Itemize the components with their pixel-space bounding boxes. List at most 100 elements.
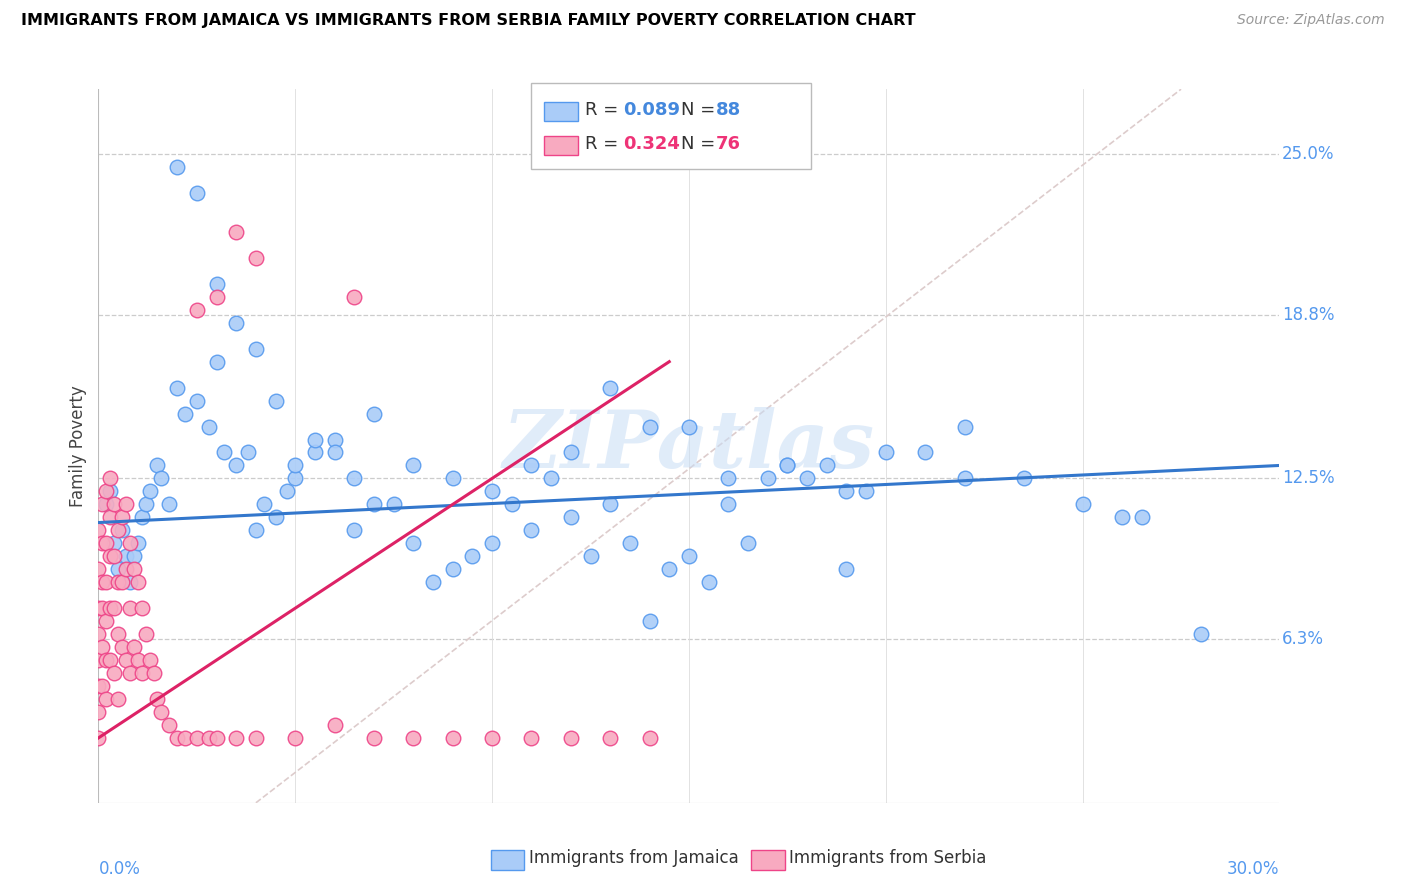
Point [118,536,141,550]
Point [96,692,118,706]
Point [103,497,125,511]
Point [245,524,267,538]
Point [253,497,276,511]
Point [1111,510,1133,524]
Point [96,497,118,511]
Text: Source: ZipAtlas.com: Source: ZipAtlas.com [1237,13,1385,28]
Point [166,160,188,174]
Point [115,549,138,564]
Point [157,497,180,511]
Point [560,445,582,459]
Point [186,186,208,200]
Text: 30.0%: 30.0% [1227,860,1279,878]
Point [118,575,141,590]
Point [111,575,134,590]
Point [520,524,543,538]
Point [245,342,267,356]
Point [599,497,621,511]
Point [98,601,121,615]
Point [835,562,858,576]
Point [103,666,125,681]
Point [166,731,188,745]
Point [284,731,307,745]
Point [540,471,562,485]
Point [756,471,779,485]
Point [520,731,543,745]
Point [135,497,157,511]
Point [91,497,114,511]
Text: N =: N = [681,135,720,153]
Point [638,614,661,628]
Text: IMMIGRANTS FROM JAMAICA VS IMMIGRANTS FROM SERBIA FAMILY POVERTY CORRELATION CHA: IMMIGRANTS FROM JAMAICA VS IMMIGRANTS FR… [21,13,915,29]
Point [461,549,484,564]
Point [197,731,219,745]
Text: Immigrants from Serbia: Immigrants from Serbia [789,849,986,867]
Point [481,731,503,745]
Point [186,731,208,745]
Text: 76: 76 [716,135,741,153]
Point [323,445,346,459]
Point [115,562,138,576]
Point [127,653,149,667]
Point [107,562,129,576]
Point [166,381,188,395]
Point [142,666,165,681]
Point [776,458,799,473]
Point [98,653,121,667]
Point [115,653,138,667]
Text: Immigrants from Jamaica: Immigrants from Jamaica [529,849,738,867]
Text: 12.5%: 12.5% [1282,469,1334,487]
Point [382,497,405,511]
Point [441,471,464,485]
Point [174,407,197,421]
Point [1012,471,1035,485]
Point [815,458,838,473]
Point [363,731,385,745]
Point [402,458,425,473]
Point [343,290,366,304]
Point [835,484,858,499]
Point [96,484,118,499]
Point [87,524,110,538]
Point [225,731,247,745]
Point [107,524,129,538]
Point [107,627,129,641]
Point [402,731,425,745]
Point [343,524,366,538]
Point [323,718,346,732]
Point [98,484,121,499]
Point [186,302,208,317]
Point [197,419,219,434]
Point [441,731,464,745]
Point [304,445,326,459]
Point [599,381,621,395]
Point [150,471,173,485]
Point [131,601,153,615]
Point [579,549,602,564]
Text: R =: R = [585,101,624,119]
Point [264,510,287,524]
Point [98,471,121,485]
Point [284,458,307,473]
Point [205,277,228,291]
Point [96,536,118,550]
Point [638,731,661,745]
Text: 0.0%: 0.0% [98,860,141,878]
Text: 88: 88 [716,101,741,119]
Point [914,445,936,459]
Text: N =: N = [681,101,720,119]
Point [1189,627,1212,641]
Point [96,575,118,590]
Point [520,458,543,473]
Point [619,536,641,550]
Point [501,497,523,511]
Point [107,692,129,706]
Text: 0.089: 0.089 [623,101,681,119]
Point [737,536,759,550]
Point [103,549,125,564]
Point [111,640,134,654]
Point [122,549,145,564]
Point [776,458,799,473]
Point [103,536,125,550]
Point [118,666,141,681]
